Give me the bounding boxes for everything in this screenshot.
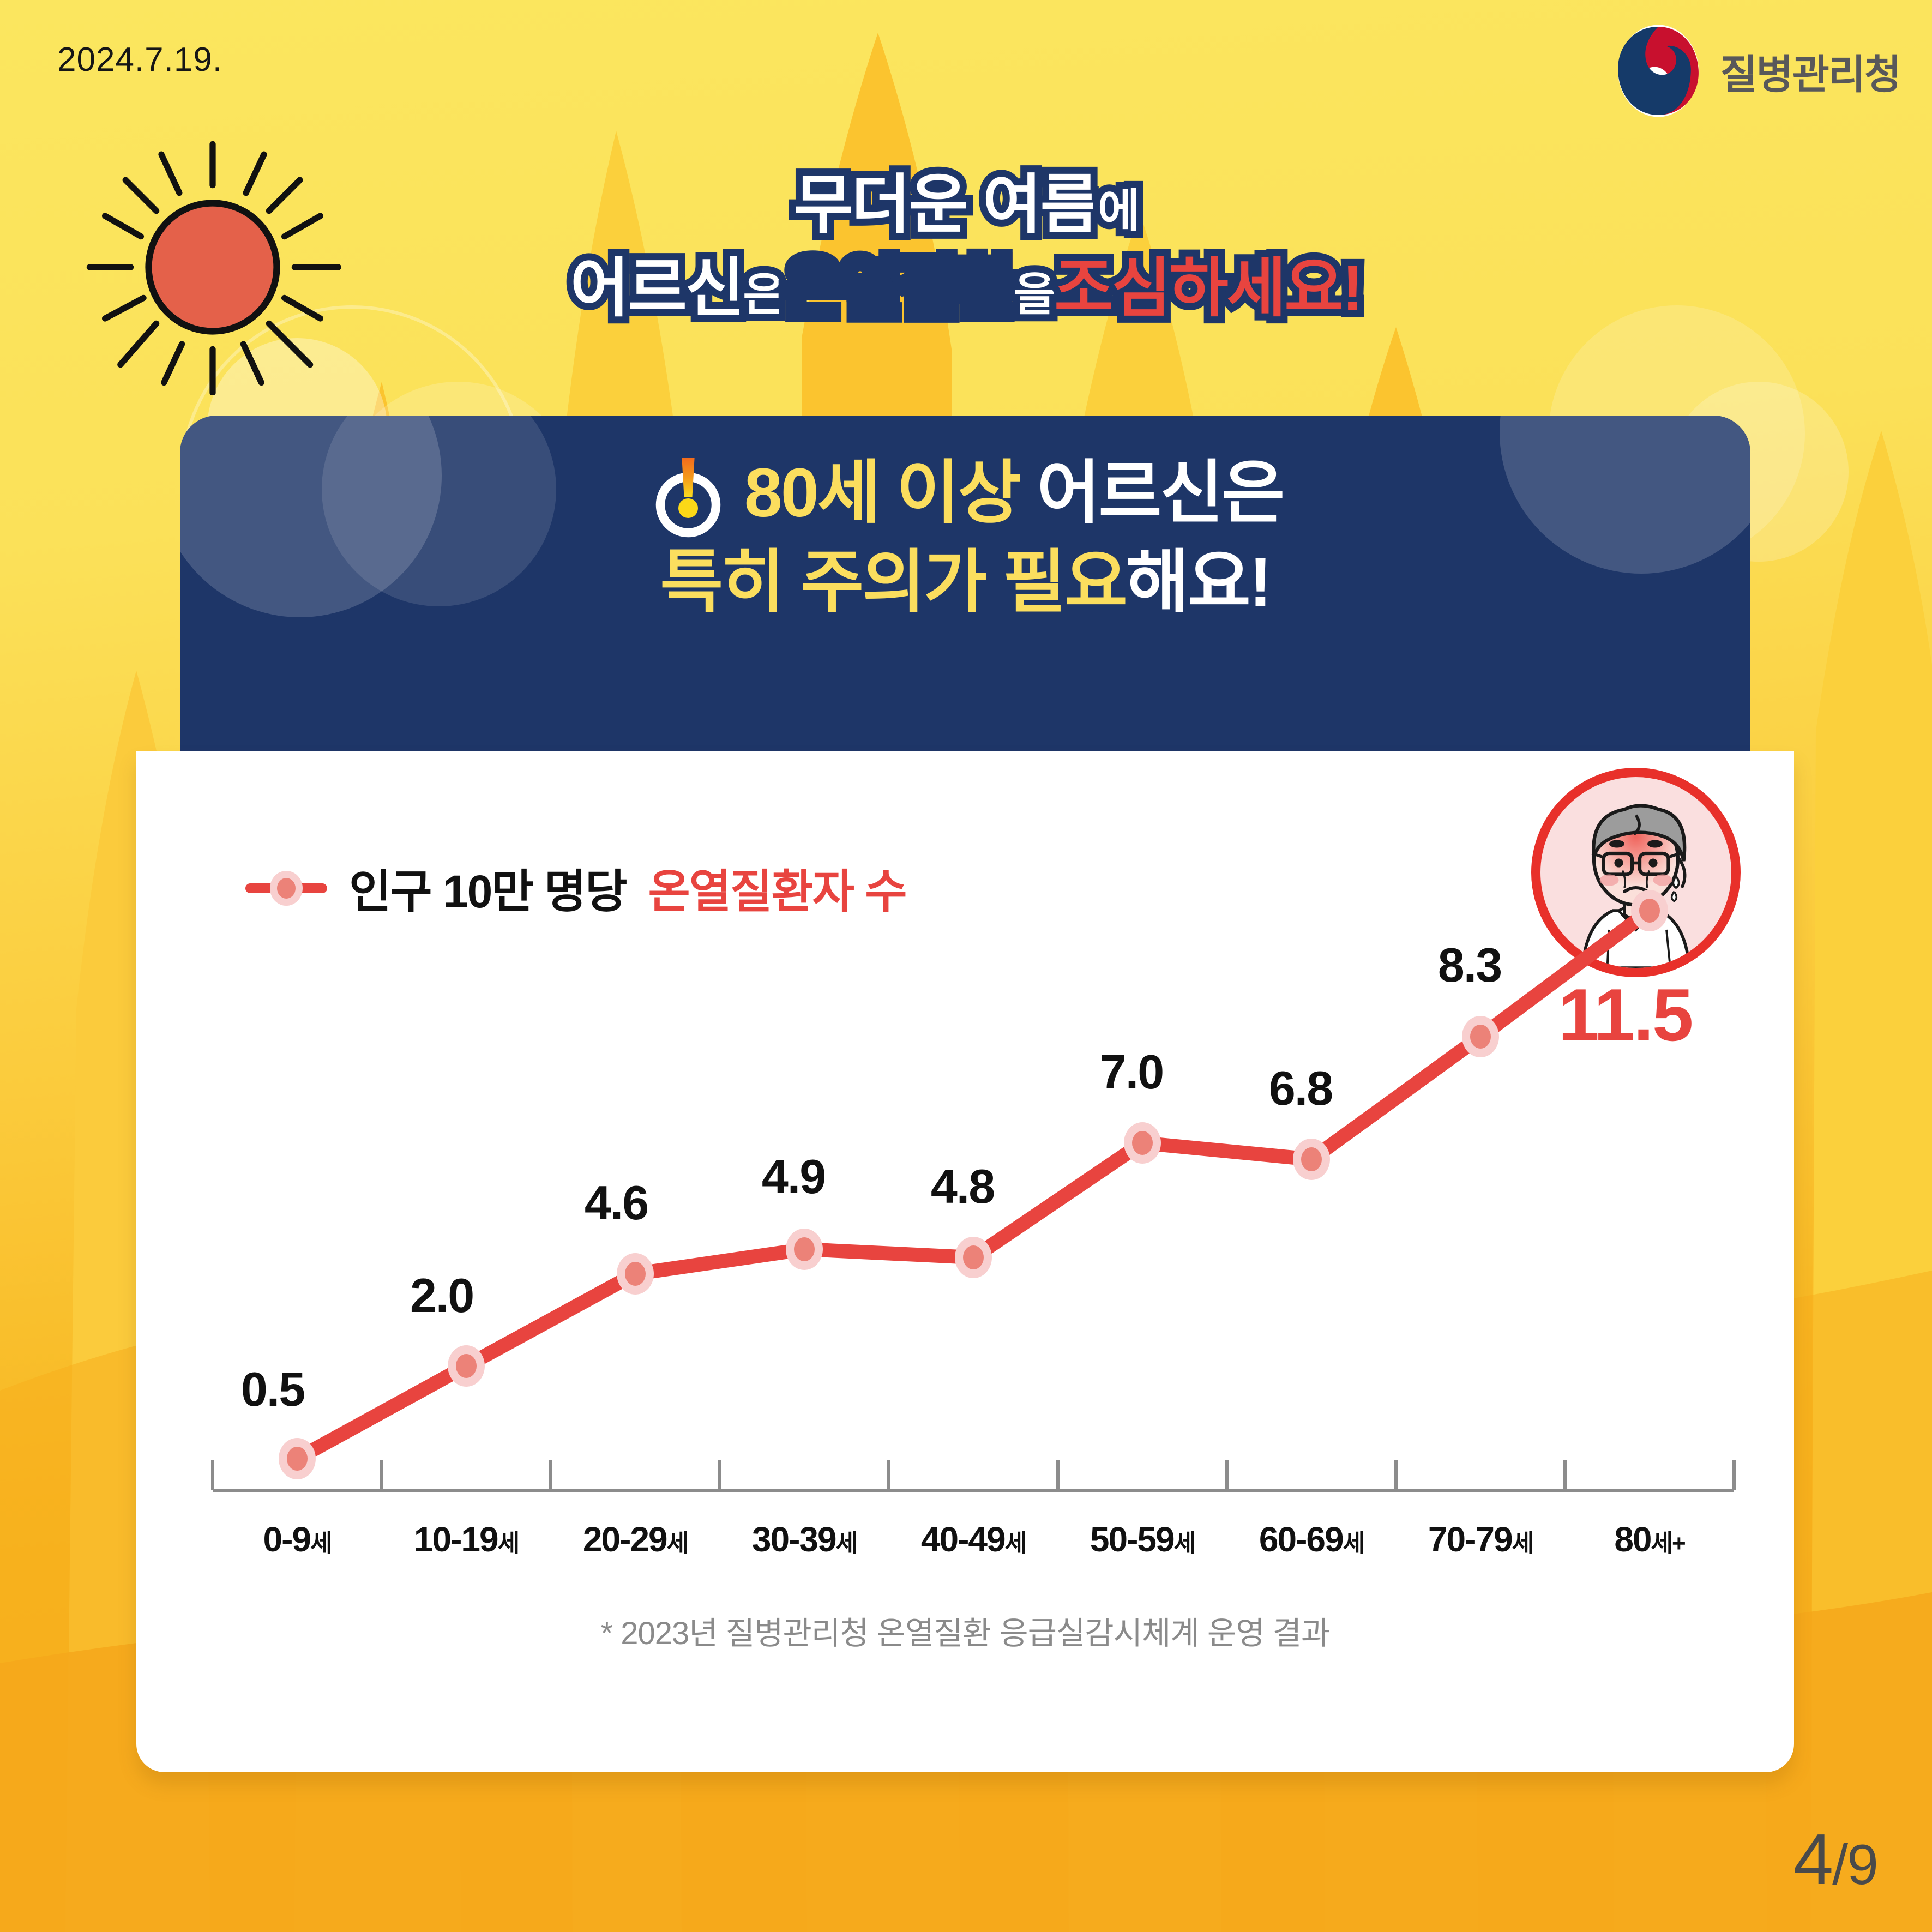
value-label: 4.9 [762,1149,825,1203]
data-markers [279,890,1668,1479]
x-axis-label: 70-79세 [1428,1520,1534,1559]
publication-date: 2024.7.19. [57,41,223,79]
headline-text-2d: 을 [1007,262,1063,327]
value-label: 4.6 [585,1176,648,1230]
banner-text-2a: 특히 주의가 필요 [660,543,1127,621]
banner-text-2b: 해요! [1126,543,1272,621]
x-axis-label: 0-9세 [263,1520,333,1559]
key-message-banner: 80세 이상 어르신은 특히 주의가 필요해요! [180,416,1750,754]
page-current: 4 [1793,1819,1833,1899]
headline-text-2e: 조심하세요! [1047,245,1370,332]
value-label: 2.0 [410,1268,473,1322]
x-axis-label: 30-39세 [751,1520,858,1559]
banner-bokeh [322,416,556,606]
agency-name: 질병관리청 [1720,51,1901,97]
x-axis-label: 10-19세 [413,1520,520,1559]
value-label: 4.8 [931,1159,994,1213]
korea-government-taegeuk-logo-icon [1617,25,1699,117]
x-axis-label: 40-49세 [920,1520,1027,1559]
line-chart: 0.5 2.0 4.6 4.9 4.8 7.0 6.8 8.3 11.5 [211,890,1736,1492]
banner-line-1: 80세 이상 어르신은 [180,448,1750,538]
headline-text-2a: 어르신 [563,245,752,332]
sun-icon [86,141,341,395]
agency-logo: 질병관리청 [1610,23,1901,119]
headline-text-1b: 에 [1091,178,1147,244]
x-axis-ticks [211,1460,1736,1490]
line-marker-icon [245,870,327,906]
page-total: /9 [1832,1833,1879,1897]
legend-label-red: 온열질환자 수 [648,866,907,917]
headline-line-1: 무더운 여름에 [0,162,1932,248]
chart-card: 인구 10만 명당 온열질환자 수 [136,751,1794,1772]
x-axis-label: 20-29세 [582,1520,689,1559]
banner-line-2: 특히 주의가 필요해요! [180,538,1750,627]
headline-text-2c: 온열질환 [777,245,1022,332]
value-label-highlight: 11.5 [1558,973,1692,1056]
legend-label-black: 인구 10만 명당 [349,866,628,917]
headline-text-2b: 은 [736,262,792,327]
banner-text-1b: 어르신은 [1019,454,1285,531]
chart-footnote: * 2023년 질병관리청 온열질환 응급실감시체계 운영 결과 [600,1616,1331,1651]
value-label: 8.3 [1438,938,1501,992]
page-indicator: 4/9 [1793,1818,1879,1900]
headline: 무더운 여름에 어르신은온열질환을조심하세요! [0,162,1932,332]
exclamation-circle-icon [655,458,720,538]
value-label: 7.0 [1100,1045,1163,1099]
value-label: 0.5 [241,1362,304,1416]
value-label: 6.8 [1269,1061,1332,1115]
chart-legend: 인구 10만 명당 온열질환자 수 [245,855,907,921]
x-axis-label: 60-69세 [1259,1520,1365,1559]
x-axis-label: 80세+ [1614,1520,1686,1559]
headline-text-1a: 무더운 여름 [787,162,1107,248]
banner-text-1a: 80세 이상 [744,454,1021,531]
x-axis-label: 50-59세 [1090,1520,1196,1559]
x-axis-labels: 0-9세 10-19세 20-29세 30-39세 40-49세 50-59세 … [213,1519,1734,1560]
headline-line-2: 어르신은온열질환을조심하세요! [0,245,1932,332]
